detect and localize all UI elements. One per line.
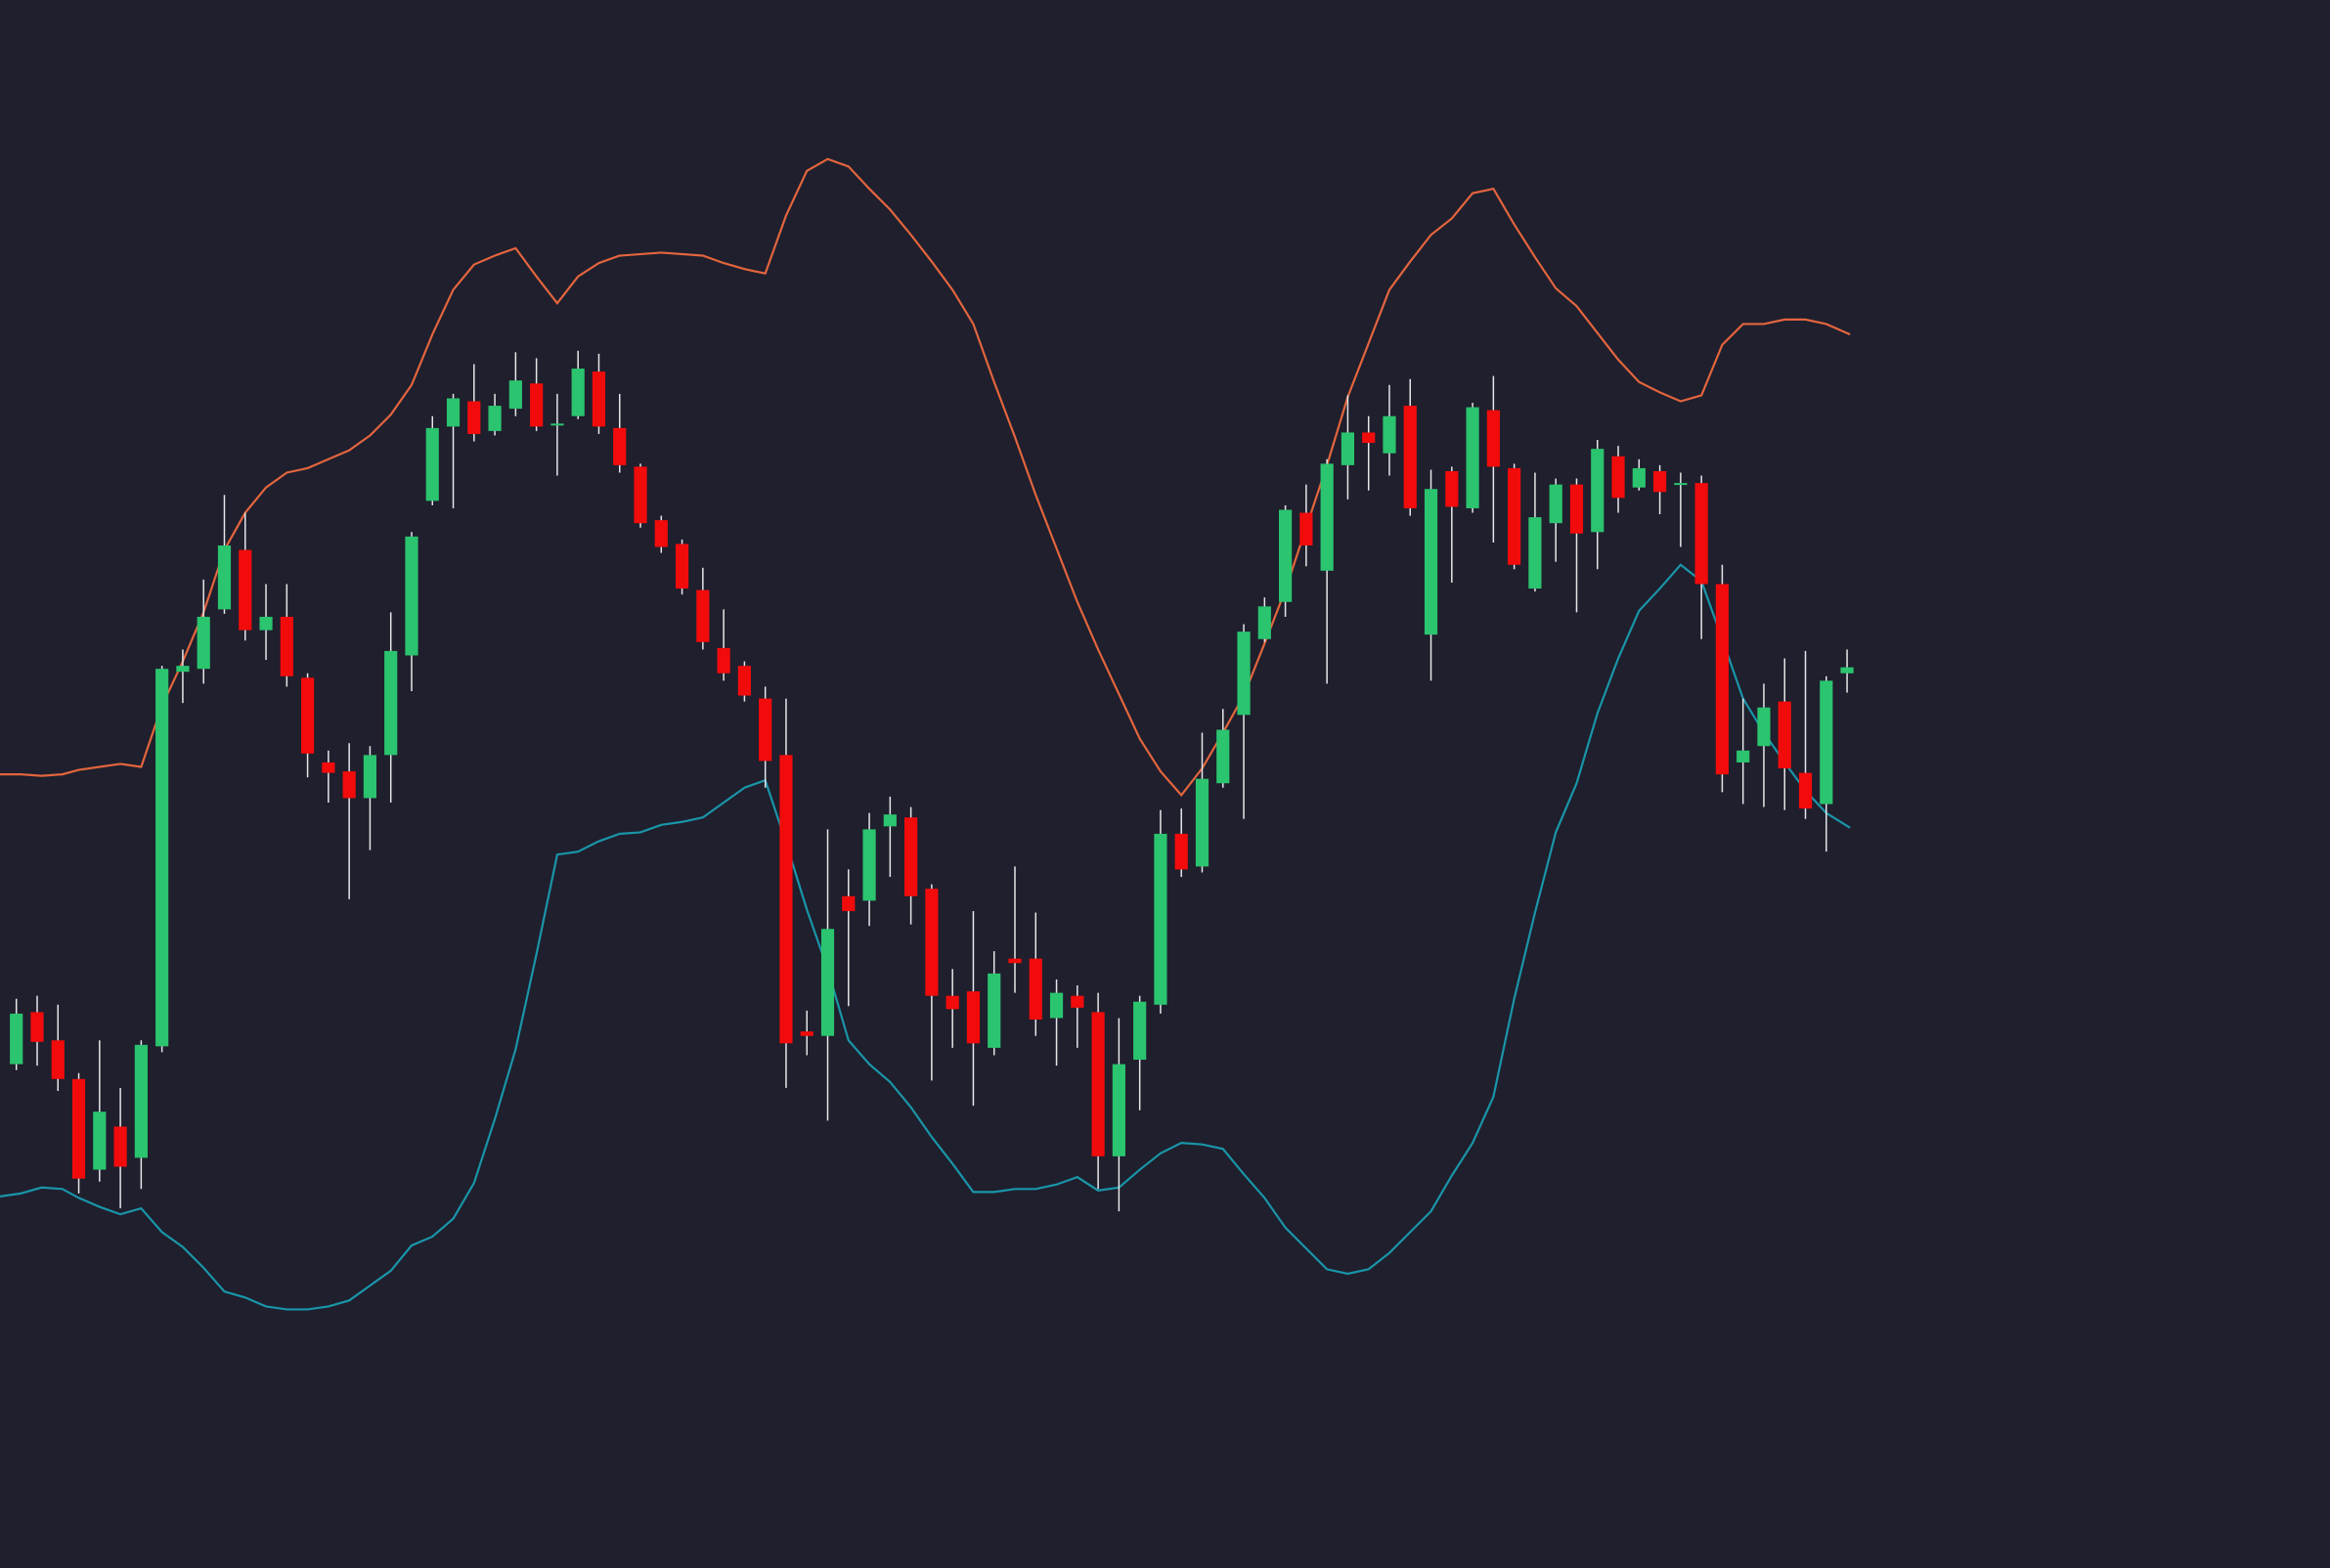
candle-body xyxy=(10,1013,23,1065)
candle-body xyxy=(737,666,752,696)
candle-body xyxy=(530,383,544,427)
candle-body xyxy=(1569,484,1584,534)
candle-body xyxy=(239,549,252,631)
candle-body xyxy=(71,1078,86,1179)
candle-body xyxy=(1341,432,1355,465)
candle-body xyxy=(904,817,918,896)
candle-body xyxy=(779,755,793,1044)
candle-body xyxy=(571,369,585,416)
candle-body xyxy=(1486,410,1500,467)
band-line xyxy=(0,157,1851,798)
candle-body xyxy=(1652,470,1667,493)
candle-body xyxy=(1611,456,1625,499)
band-line xyxy=(0,563,1851,1311)
candle-body xyxy=(217,544,232,610)
candle-body xyxy=(1778,701,1791,769)
candle-body xyxy=(988,973,1001,1048)
candle-body xyxy=(1133,1001,1147,1061)
candle-body xyxy=(1383,415,1396,454)
candle-body xyxy=(1798,772,1813,809)
candle-body xyxy=(1071,995,1084,1008)
candle-body xyxy=(384,650,398,756)
candle-body xyxy=(1091,1012,1105,1156)
candle-body xyxy=(966,991,981,1044)
candle-body xyxy=(155,669,169,1047)
candle-body xyxy=(197,616,210,670)
candle-body xyxy=(259,616,273,631)
candle-body xyxy=(1549,484,1562,524)
candle-body xyxy=(654,520,668,547)
candle-body xyxy=(1508,467,1521,565)
candle-body xyxy=(1820,680,1833,805)
candle-body xyxy=(342,771,356,799)
candle-body xyxy=(675,544,689,589)
candle-body xyxy=(113,1126,127,1167)
candle-body xyxy=(1424,489,1438,635)
candle-body xyxy=(134,1044,148,1158)
candle-body xyxy=(925,889,939,996)
candle-body xyxy=(1237,632,1251,716)
candle-body xyxy=(176,666,190,673)
candle-body xyxy=(696,589,710,642)
candle-body xyxy=(1737,750,1750,762)
candle-body xyxy=(1632,467,1646,488)
candle-body xyxy=(300,677,315,754)
candle-body xyxy=(1008,958,1022,964)
candle-body xyxy=(820,929,835,1036)
candle-body xyxy=(30,1012,44,1042)
candle-body xyxy=(883,814,897,827)
candle-body xyxy=(1195,778,1209,867)
candle-body xyxy=(800,1031,813,1036)
candle-body xyxy=(1591,449,1605,533)
candle-body xyxy=(1715,584,1730,775)
candle-body xyxy=(1445,470,1459,507)
candle-body xyxy=(945,995,959,1010)
candle-body xyxy=(1049,992,1064,1019)
candle-body xyxy=(1154,833,1167,1005)
candle-body xyxy=(1029,958,1042,1020)
candle-body xyxy=(759,698,772,762)
candle-body xyxy=(1840,667,1854,674)
candle-body xyxy=(405,536,418,656)
candle-body xyxy=(613,427,627,465)
candle-body xyxy=(550,423,564,426)
candle-body xyxy=(1174,833,1188,870)
candle-body xyxy=(1320,463,1334,571)
candle-body xyxy=(1216,729,1230,784)
candle-body xyxy=(1257,606,1271,639)
candle-body xyxy=(467,401,481,434)
candle-body xyxy=(1299,512,1313,545)
candle-body xyxy=(488,406,502,431)
candle-body xyxy=(1279,509,1293,602)
candle-body xyxy=(1466,407,1479,508)
candle-body xyxy=(322,762,335,773)
candle-body xyxy=(1674,483,1688,486)
candle-body xyxy=(508,380,522,410)
candle-body xyxy=(1112,1064,1125,1156)
candle-body xyxy=(1403,406,1417,508)
candle-body xyxy=(280,616,293,676)
candle-body xyxy=(1757,707,1771,747)
candle-body xyxy=(51,1040,65,1079)
candle-body xyxy=(717,647,730,674)
candle-body xyxy=(862,829,876,901)
candle-body xyxy=(1694,483,1708,585)
candle-body xyxy=(446,398,461,427)
candle-body xyxy=(363,755,377,799)
candle-body xyxy=(634,466,647,524)
candle-body xyxy=(425,427,439,501)
candle-body xyxy=(1362,432,1376,444)
candle-body xyxy=(1528,517,1542,589)
candle-body xyxy=(592,371,606,427)
candle-body xyxy=(93,1111,107,1170)
candle-body xyxy=(842,895,856,911)
